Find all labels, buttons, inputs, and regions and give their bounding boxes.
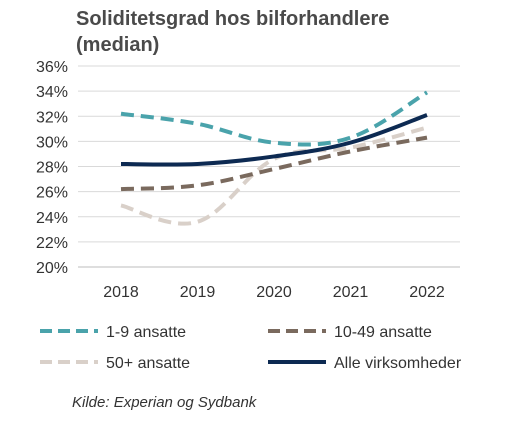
source-note: Kilde: Experian og Sydbank — [72, 394, 257, 411]
x-tick-label: 2018 — [103, 284, 139, 301]
y-tick-label: 26% — [36, 185, 68, 202]
legend: 1-9 ansatte 10-49 ansatte 50+ ansatte Alle … — [40, 324, 462, 372]
chart-title-line-2: (median) — [76, 34, 160, 56]
y-tick-label: 20% — [36, 260, 68, 277]
legend-label: 50+ ansatte — [106, 355, 190, 372]
x-tick-label: 2021 — [333, 284, 369, 301]
legend-label: Alle virksomheder — [334, 355, 462, 372]
y-axis-tick-labels: 20% 22% 24% 26% 28% 30% 32% 34% 36% — [36, 59, 68, 277]
series-lines — [120, 90, 429, 226]
y-tick-label: 34% — [36, 84, 68, 101]
series-line-1 — [120, 135, 428, 192]
chart-title: Soliditetsgrad hos bilforhandlere (media… — [76, 6, 496, 58]
y-tick-label: 30% — [36, 134, 68, 151]
y-tick-label: 28% — [36, 160, 68, 177]
chart-title-line-1: Soliditetsgrad hos bilforhandlere — [76, 8, 390, 30]
y-tick-label: 32% — [36, 109, 68, 126]
x-tick-label: 2020 — [256, 284, 292, 301]
series-line-2 — [120, 125, 428, 226]
legend-label: 1-9 ansatte — [106, 324, 186, 341]
y-tick-label: 22% — [36, 235, 68, 252]
y-tick-label: 36% — [36, 59, 68, 76]
x-tick-label: 2022 — [409, 284, 445, 301]
series-line-0 — [120, 90, 429, 147]
grid-lines — [78, 65, 460, 268]
x-tick-label: 2019 — [180, 284, 216, 301]
x-axis-tick-labels: 2018 2019 2020 2021 2022 — [103, 284, 445, 301]
y-tick-label: 24% — [36, 210, 68, 227]
series-line-3 — [120, 113, 428, 167]
legend-label: 10-49 ansatte — [334, 324, 432, 341]
